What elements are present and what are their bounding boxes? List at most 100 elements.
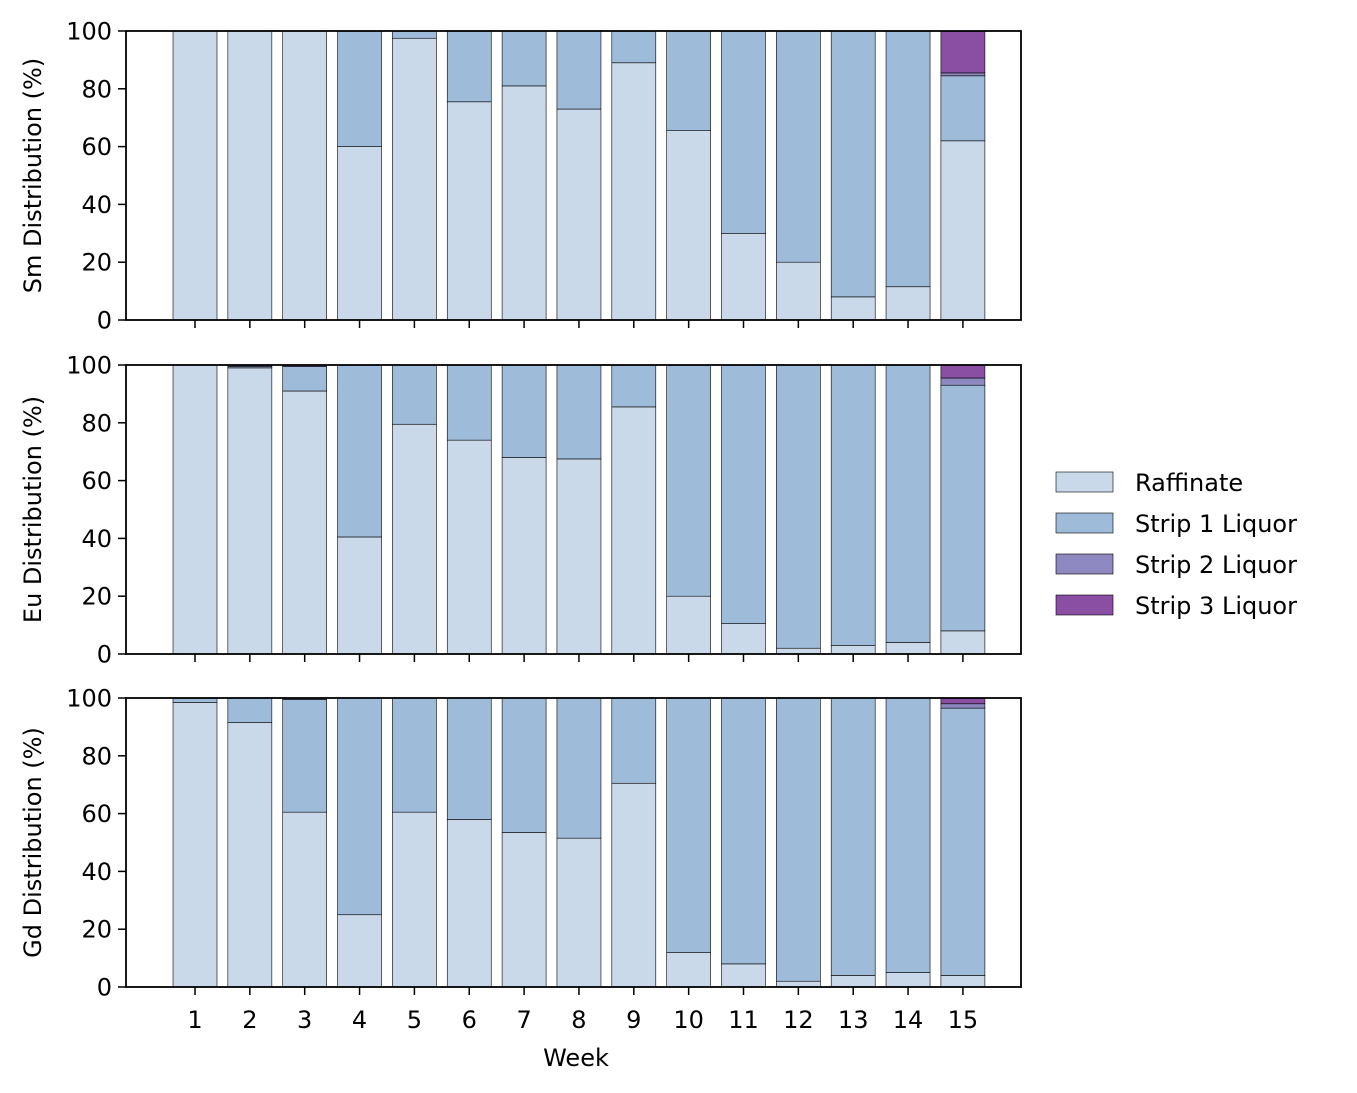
x-tick-label: 6 xyxy=(462,1006,477,1034)
legend-label: Raffinate xyxy=(1135,469,1243,497)
bar-segment-strip-1-liquor-week-8 xyxy=(556,364,602,460)
bar-segment-strip-1-liquor-week-15 xyxy=(940,75,986,142)
x-tick-label: 9 xyxy=(626,1006,641,1034)
bar-segment-strip-1-liquor-week-8 xyxy=(556,30,602,110)
bar-segment-raffinate-week-8 xyxy=(556,108,602,321)
bar-segment-raffinate-week-2 xyxy=(227,367,273,655)
bar-segment-strip-1-liquor-week-4 xyxy=(337,364,382,538)
bar-segment-strip-1-liquor-week-12 xyxy=(776,30,821,263)
bar-segment-strip-1-liquor-week-15 xyxy=(940,707,986,976)
legend-item-strip-3-liquor: Strip 3 Liquor xyxy=(1055,592,1297,620)
panel-1: 0 20 40 60 80 100 Sm Distribution (%) xyxy=(19,18,1022,335)
bar-segment-strip-1-liquor-week-12 xyxy=(776,697,821,982)
bar-segment-raffinate-week-13 xyxy=(830,645,876,655)
bar-segment-raffinate-week-10 xyxy=(666,130,711,321)
y-tick-label: 60 xyxy=(81,800,112,828)
bar-segment-raffinate-week-8 xyxy=(556,837,602,988)
y-tick-label: 40 xyxy=(81,191,112,219)
bar-segment-raffinate-week-13 xyxy=(830,975,876,988)
bar-segment-strip-1-liquor-week-15 xyxy=(940,384,986,632)
bar-segment-raffinate-week-7 xyxy=(501,85,547,321)
bar-segment-strip-1-liquor-week-9 xyxy=(611,697,657,784)
bar-segment-strip-1-liquor-week-8 xyxy=(556,697,602,839)
bar-segment-raffinate-week-15 xyxy=(940,140,986,321)
x-tick-label: 2 xyxy=(242,1006,257,1034)
bar-segment-raffinate-week-9 xyxy=(611,406,657,655)
x-tick-label: 1 xyxy=(187,1006,202,1034)
y-tick-label: 80 xyxy=(81,742,112,770)
bar-segment-strip-1-liquor-week-13 xyxy=(830,364,876,646)
bar-segment-raffinate-week-10 xyxy=(666,595,711,655)
bar-segment-raffinate-week-6 xyxy=(446,819,492,988)
y-tick-label: 100 xyxy=(66,18,112,46)
bar-segment-raffinate-week-12 xyxy=(776,261,821,321)
legend-label: Strip 3 Liquor xyxy=(1135,592,1297,620)
legend-item-raffinate: Raffinate xyxy=(1055,469,1243,497)
bar-segment-raffinate-week-15 xyxy=(940,630,986,655)
y-axis-label: Eu Distribution (%) xyxy=(19,396,47,623)
legend: Raffinate Strip 1 Liquor Strip 2 Liquor Str… xyxy=(1055,469,1297,620)
bar-segment-raffinate-week-11 xyxy=(721,623,766,655)
y-tick-label: 60 xyxy=(81,467,112,495)
legend-label: Strip 2 Liquor xyxy=(1135,551,1297,579)
bar-segment-raffinate-week-11 xyxy=(721,963,766,988)
bar-segment-strip-1-liquor-week-12 xyxy=(776,364,821,649)
bar-segment-raffinate-week-11 xyxy=(721,233,766,321)
bar-segment-raffinate-week-15 xyxy=(940,975,986,988)
bar-segment-raffinate-week-3 xyxy=(282,30,328,321)
x-tick-label: 8 xyxy=(571,1006,586,1034)
bar-segment-raffinate-week-2 xyxy=(227,722,273,988)
bar-segment-strip-3-liquor-week-15 xyxy=(940,30,986,74)
bar-segment-strip-2-liquor-week-15 xyxy=(940,72,986,77)
bar-segment-strip-1-liquor-week-14 xyxy=(885,697,931,973)
bar-segment-strip-1-liquor-week-13 xyxy=(830,697,876,976)
legend-swatch xyxy=(1055,471,1114,493)
bar-segment-raffinate-week-1 xyxy=(172,364,218,655)
x-tick-label: 11 xyxy=(728,1006,759,1034)
legend-item-strip-1-liquor: Strip 1 Liquor xyxy=(1055,510,1297,538)
plot-frame xyxy=(125,697,1022,988)
bar-segment-raffinate-week-3 xyxy=(282,390,328,655)
bar-segment-raffinate-week-14 xyxy=(885,286,931,321)
x-tick-label: 10 xyxy=(673,1006,704,1034)
bar-segment-strip-1-liquor-week-7 xyxy=(501,30,547,87)
y-axis-label: Sm Distribution (%) xyxy=(19,58,47,293)
y-tick-label: 20 xyxy=(81,249,112,277)
bar-segment-strip-1-liquor-week-14 xyxy=(885,364,931,643)
x-axis-label-group: Week xyxy=(543,1044,609,1072)
plot-frame xyxy=(125,364,1022,655)
bar-segment-strip-1-liquor-week-10 xyxy=(666,364,711,597)
bar-segment-strip-1-liquor-week-5 xyxy=(392,30,437,39)
bar-segment-strip-3-liquor-week-15 xyxy=(940,364,986,379)
bar-segment-raffinate-week-1 xyxy=(172,30,218,321)
bar-segment-raffinate-week-3 xyxy=(282,811,328,988)
y-tick-label: 100 xyxy=(66,352,112,380)
bar-segment-strip-1-liquor-week-4 xyxy=(337,697,382,916)
legend-item-strip-2-liquor: Strip 2 Liquor xyxy=(1055,551,1297,579)
plot-frame xyxy=(125,30,1022,321)
y-tick-label: 100 xyxy=(66,685,112,713)
bar-segment-raffinate-week-1 xyxy=(172,702,218,988)
x-tick-label: 4 xyxy=(352,1006,367,1034)
x-axis-label: Week xyxy=(543,1044,609,1072)
bar-segment-strip-1-liquor-week-3 xyxy=(282,699,328,813)
bar-segment-strip-1-liquor-week-4 xyxy=(337,30,382,147)
bar-segment-raffinate-week-6 xyxy=(446,439,492,655)
bar-segment-strip-1-liquor-week-13 xyxy=(830,30,876,298)
x-tick-label: 5 xyxy=(407,1006,422,1034)
x-tick-label: 14 xyxy=(893,1006,924,1034)
x-tick-label: 12 xyxy=(783,1006,814,1034)
x-tick-label: 13 xyxy=(838,1006,869,1034)
bar-segment-raffinate-week-8 xyxy=(556,458,602,655)
bar-segment-strip-1-liquor-week-11 xyxy=(721,30,766,234)
bar-segment-raffinate-week-14 xyxy=(885,642,931,655)
x-tick-label: 7 xyxy=(516,1006,531,1034)
bar-segment-raffinate-week-14 xyxy=(885,972,931,988)
y-tick-label: 40 xyxy=(81,525,112,553)
y-tick-label: 20 xyxy=(81,916,112,944)
y-tick-label: 60 xyxy=(81,133,112,161)
bar-segment-raffinate-week-4 xyxy=(337,914,382,988)
bar-segment-strip-1-liquor-week-9 xyxy=(611,30,657,64)
bar-segment-strip-1-liquor-week-10 xyxy=(666,30,711,131)
